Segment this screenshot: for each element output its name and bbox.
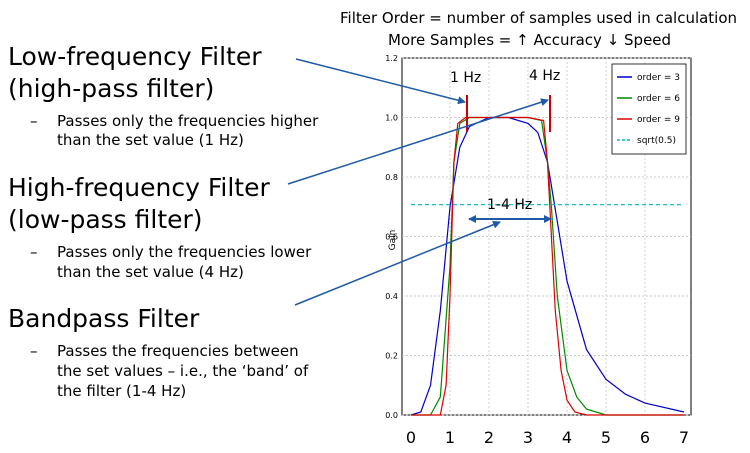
grid-lines [402, 57, 691, 416]
x-tick-label: 7 [679, 428, 689, 447]
series-line-order-9 [411, 116, 684, 416]
section-subtitle-high-pass: (high-pass filter) [8, 74, 215, 103]
legend-label: order = 6 [637, 94, 680, 104]
low-frequency-pointer-arrow [295, 58, 466, 105]
section-3-dash: – [30, 342, 38, 360]
y-tick-label: 0.8 [385, 173, 398, 182]
y-tick-label: 1.0 [385, 114, 398, 123]
band-label: 1-4 Hz [487, 197, 532, 213]
high-frequency-pointer-arrow [287, 98, 549, 185]
header-line-2: More Samples = ↑ Accuracy ↓ Speed [388, 31, 672, 49]
series-line-order-3 [410, 116, 685, 416]
y-tick-label: 0.0 [385, 411, 398, 420]
x-axis-ticks: 0 1 2 3 4 5 6 7 [406, 428, 689, 447]
section-title-low-frequency: Low-frequency Filter [8, 42, 262, 71]
low-cutoff-label: 1 Hz [450, 70, 481, 86]
legend-label: sqrt(0.5) [637, 136, 676, 146]
x-tick-label: 4 [562, 428, 572, 447]
bandpass-pointer-arrow [294, 220, 501, 306]
x-tick-label: 6 [640, 428, 650, 447]
header-line-1: Filter Order = number of samples used in… [340, 9, 738, 27]
series-lines [410, 116, 685, 416]
y-tick-label: 0.6 [385, 233, 398, 242]
y-axis-label: Gain [388, 230, 398, 251]
x-tick-label: 2 [484, 428, 494, 447]
section-3-desc-line-2: the set values – i.e., the ‘band’ of [57, 362, 309, 380]
plot-area [401, 57, 692, 416]
y-axis-ticks: 0.0 0.2 0.4 0.6 0.8 1.0 1.2 [385, 54, 398, 420]
section-2-desc-line-1: Passes only the frequencies lower [57, 243, 312, 261]
series-line-order-6 [411, 116, 684, 416]
section-title-high-frequency: High-frequency Filter [8, 173, 270, 202]
section-title-bandpass: Bandpass Filter [8, 304, 200, 333]
section-1-dash: – [30, 112, 38, 130]
legend-box [611, 63, 687, 155]
section-1-desc-line-1: Passes only the frequencies higher [57, 112, 319, 130]
y-tick-label: 0.4 [385, 292, 398, 301]
x-tick-label: 0 [406, 428, 416, 447]
legend-label: order = 3 [637, 73, 680, 83]
y-tick-label: 0.2 [385, 352, 398, 361]
section-3-desc-line-1: Passes the frequencies between [57, 342, 299, 360]
section-2-dash: – [30, 243, 38, 261]
high-cutoff-label: 4 Hz [529, 68, 560, 84]
legend: order = 3 order = 6 order = 9 sqrt(0.5) [611, 63, 687, 155]
section-1-desc-line-2: than the set value (1 Hz) [57, 131, 244, 149]
x-tick-label: 3 [523, 428, 533, 447]
section-2-desc-line-2: than the set value (4 Hz) [57, 263, 244, 281]
y-tick-label: 1.2 [385, 54, 398, 63]
legend-label: order = 9 [637, 115, 680, 125]
x-tick-label: 5 [601, 428, 611, 447]
section-subtitle-low-pass: (low-pass filter) [8, 205, 203, 234]
x-tick-label: 1 [445, 428, 455, 447]
section-3-desc-line-3: the filter (1-4 Hz) [57, 382, 187, 400]
